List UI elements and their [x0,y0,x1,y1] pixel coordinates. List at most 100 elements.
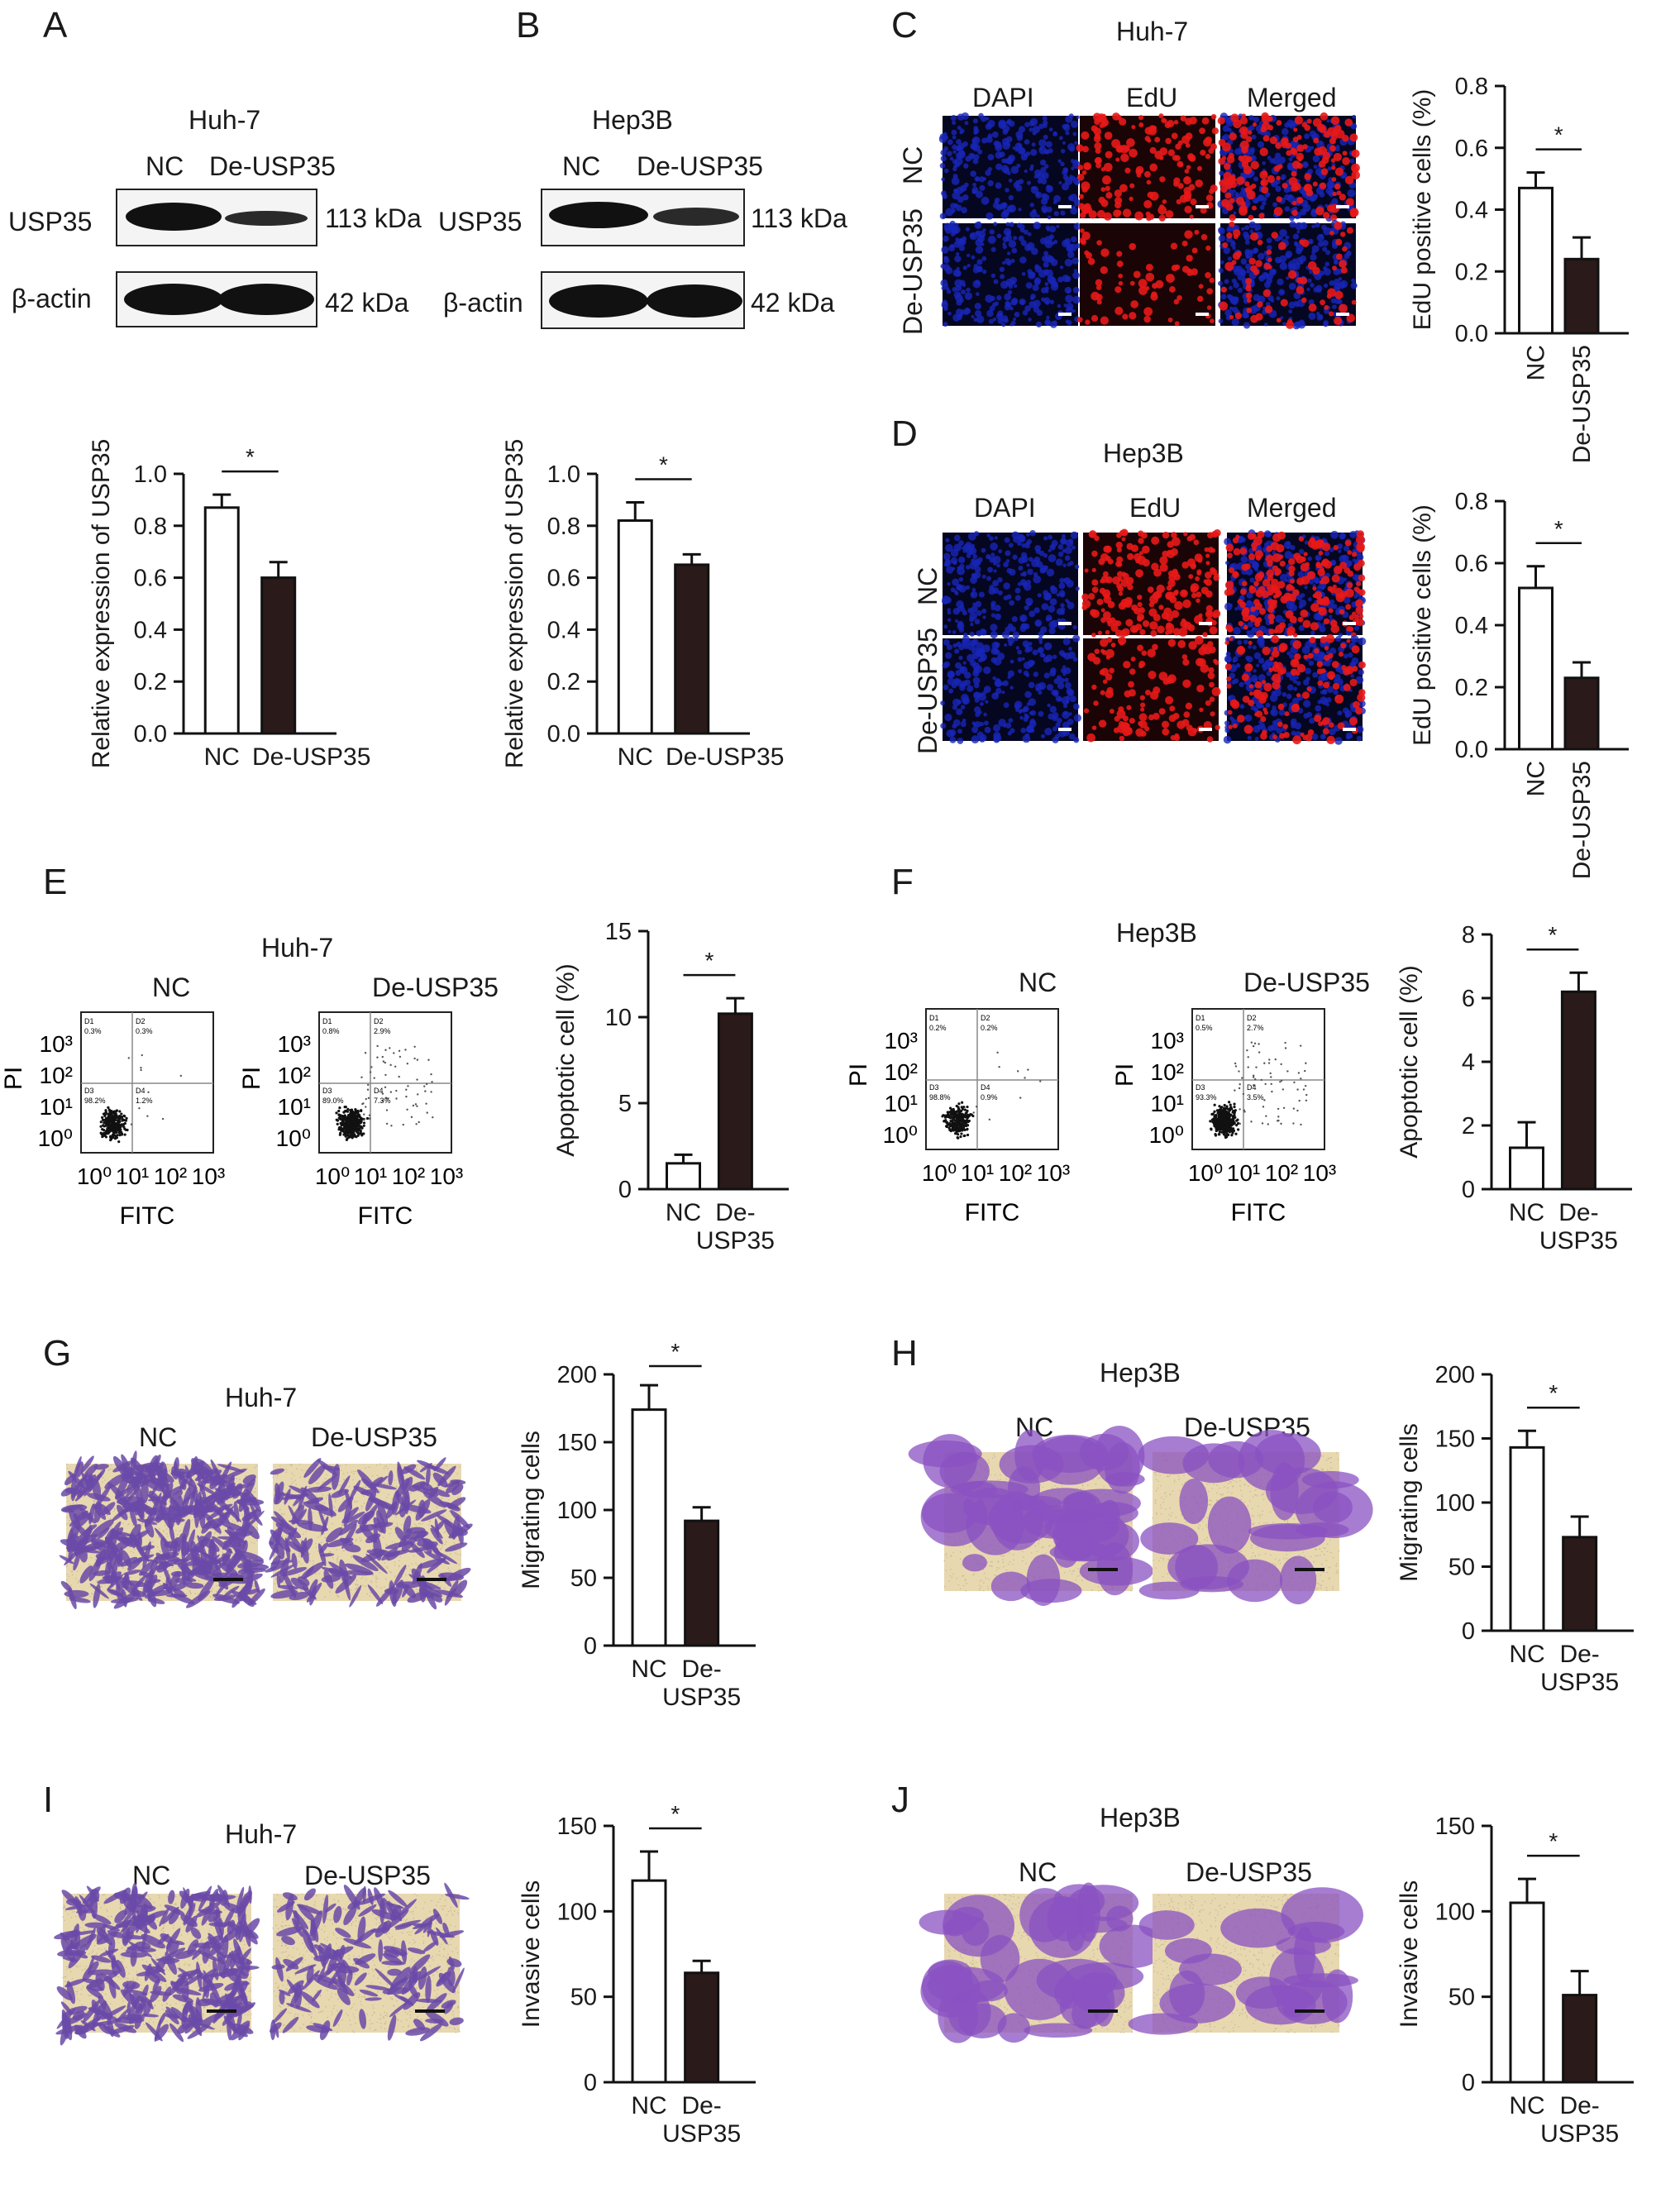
y-tick-label: 10² [885,1059,918,1085]
panel-letter-c: C [891,5,918,46]
cell-line-label: Huh-7 [225,1819,297,1850]
y-axis-label: Relative expression of USP35 [88,439,115,769]
x-tick-label: De-USP35 [252,743,370,771]
y-tick-label: 100 [1435,1490,1475,1517]
y-tick-label: 1.0 [547,461,580,488]
micrograph-edu-nc [1080,116,1215,218]
kda-label: 42 kDa [325,288,408,318]
x-tick-label: De- [1558,1199,1598,1226]
y-tick-label: 0.0 [547,721,580,748]
quadrant-value: 98.2% [84,1097,106,1105]
bar-de-usp35 [1563,1995,1596,2082]
image-label-nc: NC [132,1861,170,1891]
row-label-nc: NC [898,146,928,184]
y-tick-label: 50 [1449,1555,1475,1581]
x-tick-label: USP35 [696,1227,775,1254]
y-tick-label: 10⁰ [1149,1122,1184,1148]
bar-de-usp35 [685,1521,718,1646]
significance-star: * [659,452,668,478]
quadrant-value: 89.0% [322,1097,344,1105]
x-tick-label: De- [1559,1641,1599,1668]
transwell-image-nc [944,1894,1133,2033]
quadrant-label: D4 [981,1083,990,1092]
y-tick-label: 100 [1435,1899,1475,1925]
quadrant-value: 0.3% [84,1027,102,1035]
x-tick-label: NC [1509,1199,1544,1226]
y-tick-label: 50 [570,1985,597,2011]
image-label-de: De-USP35 [1186,1857,1312,1888]
x-tick-label: 10³ [1303,1160,1336,1186]
kda-label: 42 kDa [751,288,834,318]
bar-de-usp35 [1565,259,1598,333]
x-tick-label: 10⁰ [77,1164,112,1189]
y-axis-label: EdU positive cells (%) [1409,89,1436,331]
image-label-de: De-USP35 [304,1861,431,1891]
quadrant-label: D4 [136,1087,146,1095]
y-tick-label: 0.4 [1455,613,1488,639]
panel-letter-d: D [891,413,918,455]
bar-nc [632,1410,666,1646]
quadrant-value: 2.9% [374,1027,391,1035]
y-tick-label: 0.2 [1455,259,1488,285]
flow-label-nc: NC [1019,968,1057,998]
x-tick-label: 10¹ [961,1160,994,1186]
x-tick-label: NC [204,743,240,771]
y-tick-label: 50 [570,1565,597,1592]
blot-row-label-usp35: USP35 [8,207,92,237]
cell-line-label: Huh-7 [1116,17,1188,47]
panel-letter-h: H [891,1333,918,1374]
y-tick-label: 0.4 [134,617,167,643]
cell-line-label: Huh-7 [225,1383,297,1413]
quadrant-label: D3 [929,1083,939,1092]
flow-label-de: De-USP35 [1243,968,1370,998]
western-blot-usp35 [541,189,746,246]
cell-line-label: Huh-7 [261,933,333,963]
y-tick-label: 200 [557,1362,597,1388]
quadrant-value: 0.2% [929,1024,947,1032]
x-axis-label: FITC [120,1202,175,1230]
y-tick-label: 200 [1435,1362,1475,1388]
x-tick-label: 10⁰ [922,1160,957,1186]
y-tick-label: 10² [278,1063,311,1088]
x-tick-label: 10⁰ [1188,1160,1223,1186]
flow-label-nc: NC [152,972,190,1003]
y-tick-label: 10⁰ [276,1125,311,1151]
y-tick-label: 10⁰ [883,1122,918,1148]
lane-label-de: De-USP35 [637,151,763,182]
y-tick-label: 0.8 [134,514,167,540]
quadrant-label: D1 [929,1014,939,1022]
bar-nc [1520,188,1553,333]
x-tick-label: De- [715,1199,755,1226]
quadrant-value: 0.3% [136,1027,153,1035]
x-tick-label: De- [1559,2092,1599,2119]
x-tick-label: USP35 [1539,1227,1618,1254]
quadrant-value: 98.8% [929,1093,951,1101]
x-tick-label: De-USP35 [1568,761,1596,879]
micrograph-edu-nc [1083,533,1219,635]
y-tick-label: 10¹ [1151,1091,1184,1116]
y-tick-label: 8 [1462,922,1475,948]
quadrant-value: 93.3% [1196,1093,1217,1101]
channel-label-edu: EdU [1129,493,1181,523]
x-tick-label: 10² [154,1164,187,1189]
bar-nc [632,1880,666,2082]
y-tick-label: 10² [40,1063,73,1088]
image-label-nc: NC [1019,1857,1057,1888]
y-tick-label: 2 [1462,1113,1475,1140]
significance-star: * [704,948,714,973]
quadrant-label: D1 [322,1017,332,1025]
blot-row-label-usp35: USP35 [438,207,522,237]
significance-star: * [246,444,255,470]
micrograph-dapi-de-usp35 [943,223,1078,326]
micrograph-edu-de-usp35 [1080,223,1215,326]
bar-nc [1511,1903,1544,2082]
bar-de-usp35 [1565,678,1598,749]
y-tick-label: 10³ [278,1031,311,1057]
y-tick-label: 10³ [1151,1028,1184,1054]
bar-nc [205,508,238,733]
